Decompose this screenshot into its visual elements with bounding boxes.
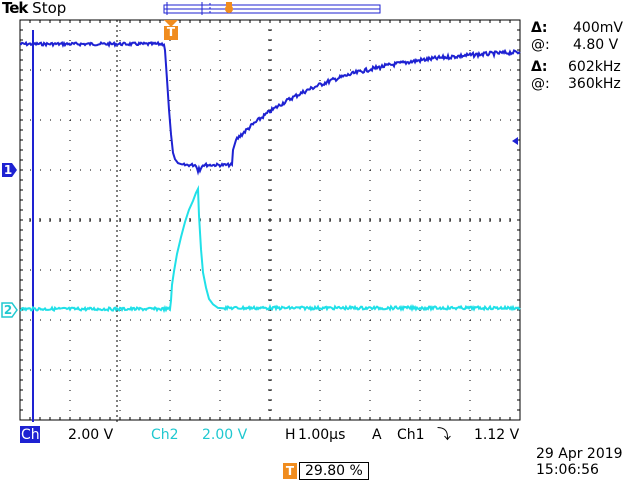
trigger-marker-label: T [166, 25, 176, 39]
brand-status: Tek Stop [2, 0, 66, 16]
trigger-level-arrow-icon[interactable] [512, 137, 518, 145]
horizontal-scale[interactable]: 1.00µs [298, 427, 346, 443]
delta-v-symbol: Δ: [531, 20, 548, 36]
trigger-source[interactable]: Ch1 [397, 427, 425, 443]
acquisition-status: Stop [32, 0, 67, 17]
trigger-position-readout[interactable]: T 29.80 % [283, 460, 369, 480]
ch2-scale[interactable]: 2.00 V [202, 427, 248, 443]
delta-f-symbol: Δ: [531, 59, 548, 75]
date: 29 Apr 2019 [536, 446, 623, 462]
ch1-scale-box [40, 426, 150, 443]
ch1-scale[interactable]: 2.00 V [68, 427, 114, 443]
trigger-level[interactable]: 1.12 V [474, 427, 520, 443]
ch1-ground-marker[interactable] [2, 163, 17, 177]
ch1-label[interactable]: Ch1 [21, 427, 49, 443]
record-trigger-icon [225, 2, 233, 13]
trigger-position-icon: T [283, 462, 297, 479]
delta-v-value: 400mV [573, 20, 623, 36]
ch2-marker-label: 2 [3, 303, 13, 317]
brand-logo: Tek [2, 0, 28, 17]
delta-f-value: 602kHz [568, 59, 621, 75]
ch1-trace [19, 40, 521, 176]
ch2-ground-marker[interactable] [1, 302, 18, 318]
at-f-value: 360kHz [568, 76, 621, 92]
at-f-symbol: @: [531, 76, 550, 92]
at-v-value: 4.80 V [573, 37, 619, 53]
trigger-position-marker[interactable] [164, 20, 178, 40]
time: 15:06:56 [536, 462, 599, 478]
ch2-trace [19, 185, 521, 314]
trigger-position-value: 29.80 % [299, 461, 369, 480]
at-v-symbol: @: [531, 37, 550, 53]
trigger-slope-icon: ⤵ [437, 427, 451, 443]
record-position-bar[interactable] [163, 2, 381, 15]
ch1-marker-label: 1 [3, 163, 13, 177]
graticule [19, 19, 521, 421]
ch2-label-box [150, 426, 183, 443]
ch2-label[interactable]: Ch2 [151, 427, 179, 443]
horizontal-label: H [285, 427, 296, 443]
trigger-mode: A [372, 427, 382, 443]
